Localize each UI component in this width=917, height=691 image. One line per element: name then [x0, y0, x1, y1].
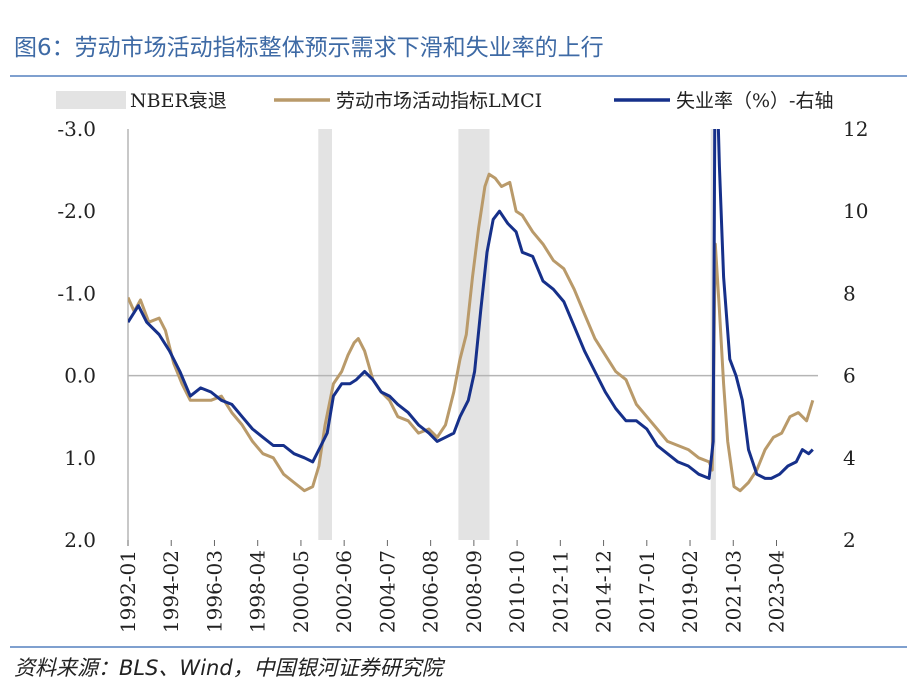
x-tick-label: 2004-07	[375, 550, 399, 633]
x-tick-label: 2000-05	[289, 550, 313, 633]
y-right-tick-label: 6	[843, 364, 856, 388]
x-tick-label: 2010-10	[505, 550, 529, 633]
y-left-tick-label: -1.0	[57, 281, 96, 305]
x-tick-label: 2002-06	[332, 550, 356, 633]
legend-label-recession: NBER衰退	[130, 90, 227, 112]
y-left-tick-label: -2.0	[57, 199, 96, 223]
legend-label-unemployment: 失业率（%）-右轴	[676, 90, 833, 112]
y-left-tick-label: 1.0	[64, 446, 96, 470]
y-left-tick-label: 2.0	[64, 528, 96, 552]
x-tick-label: 2012-11	[548, 550, 572, 633]
title-divider	[10, 75, 907, 77]
legend-label-lmci: 劳动市场活动指标LMCI	[336, 90, 542, 112]
recession-band-1	[318, 129, 332, 540]
y-left-tick-label: -3.0	[57, 117, 96, 141]
legend-swatch-recession	[56, 91, 126, 109]
y-right-tick-label: 10	[843, 199, 868, 223]
y-right-tick-label: 12	[843, 117, 868, 141]
x-tick-label: 1996-03	[202, 550, 226, 633]
lmci-line	[128, 172, 815, 493]
x-tick-label: 1992-01	[116, 550, 140, 633]
unemployment-line	[128, 129, 814, 480]
chart-title: 图6：劳动市场活动指标整体预示需求下滑和失业率的上行	[14, 35, 604, 61]
y-right-tick-label: 4	[843, 446, 856, 470]
x-tick-label: 2014-12	[592, 550, 616, 633]
y-right-tick-label: 2	[843, 528, 856, 552]
x-tick-label: 2021-03	[721, 550, 745, 633]
x-tick-label: 2006-08	[419, 550, 443, 633]
x-tick-label: 2017-01	[635, 550, 659, 633]
x-tick-label: 2019-02	[678, 550, 702, 633]
x-tick-label: 2008-09	[462, 550, 486, 633]
legend: NBER衰退 劳动市场活动指标LMCI 失业率（%）-右轴	[56, 90, 833, 112]
x-tick-label: 1994-02	[159, 550, 183, 633]
y-left-tick-label: 0.0	[64, 364, 96, 388]
y-right-tick-label: 8	[843, 281, 856, 305]
footer-divider	[10, 646, 907, 648]
source-note: 资料来源：BLS、Wind，中国银河证券研究院	[14, 656, 443, 680]
x-tick-label: 1998-04	[246, 550, 270, 633]
x-tick-label: 2023-04	[764, 550, 788, 633]
